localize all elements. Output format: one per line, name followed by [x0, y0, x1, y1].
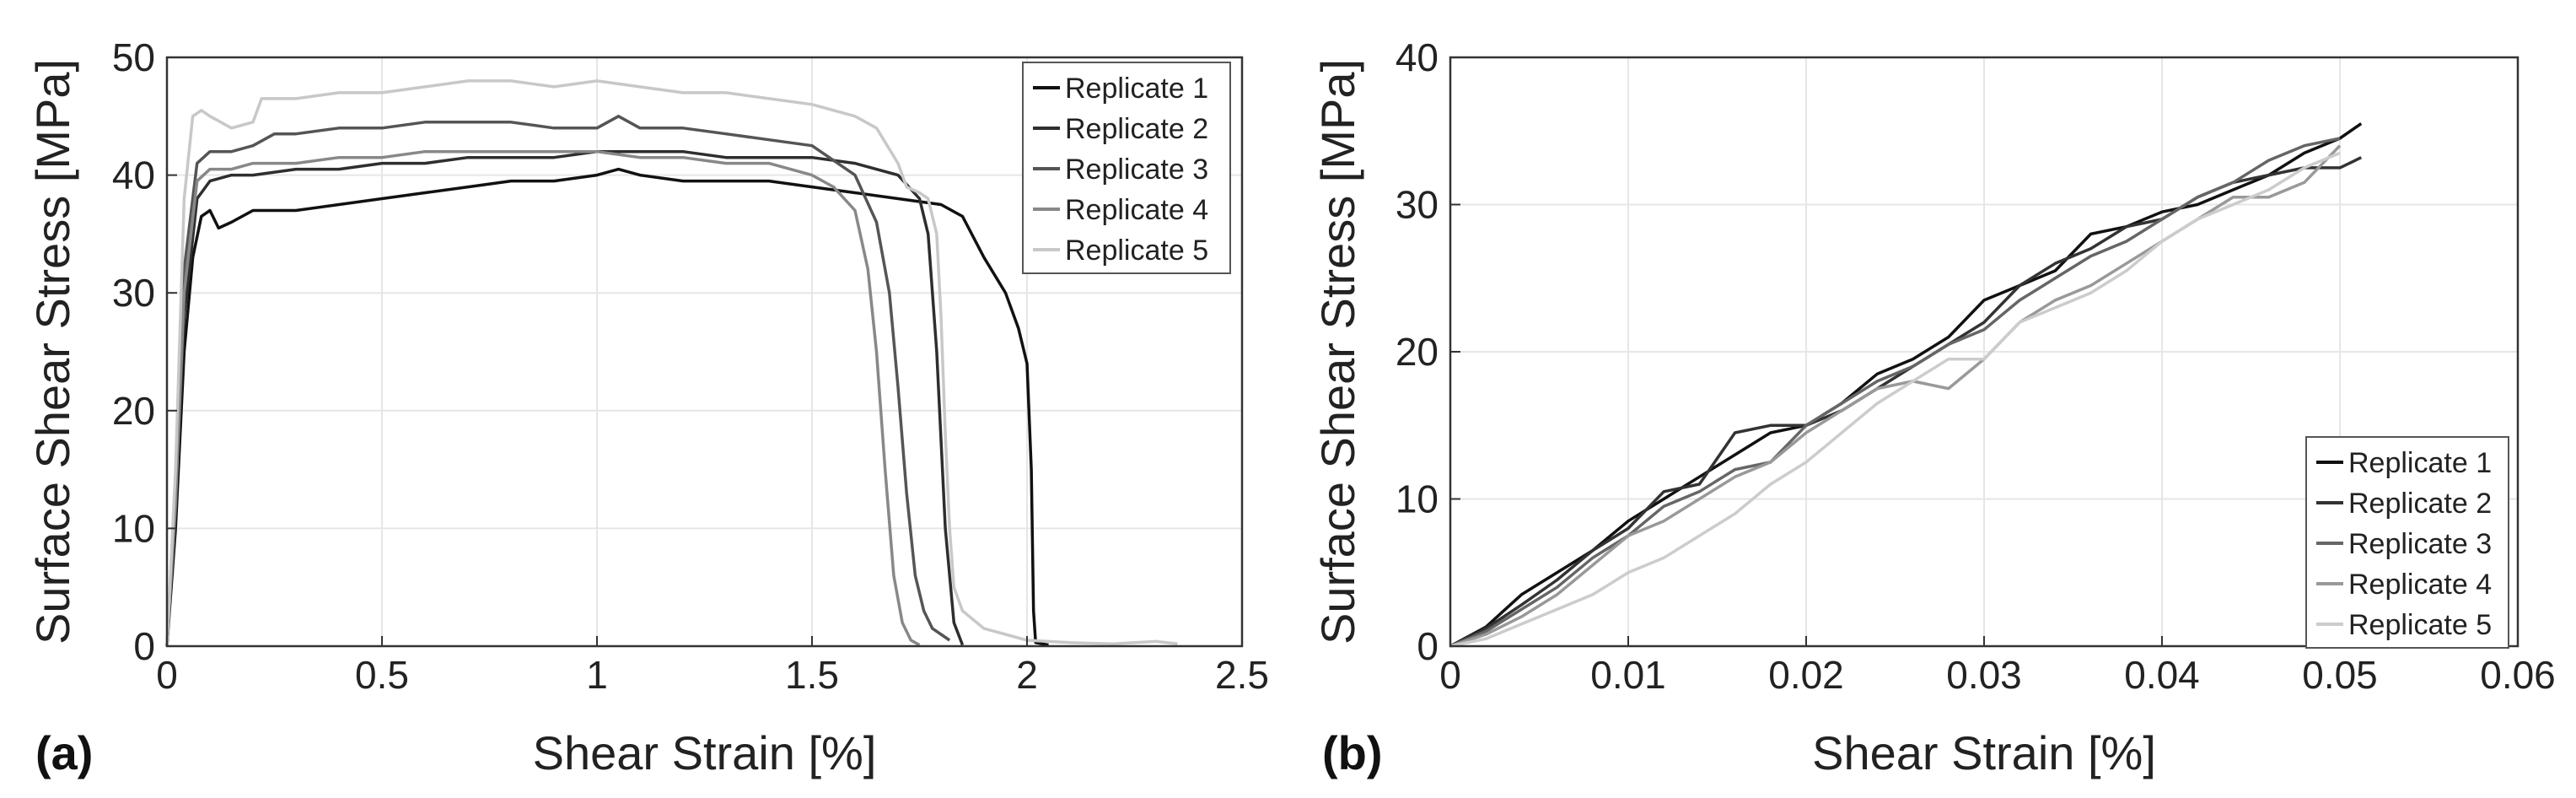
x-tick-label: 1	[586, 653, 608, 697]
legend: Replicate 1 Replicate 2 Replicate 3 Replica…	[2305, 436, 2509, 649]
y-tick-label: 10	[1396, 477, 1439, 521]
legend-entry: Replicate 5	[2348, 609, 2492, 641]
x-tick-label: 0.01	[1590, 653, 1666, 697]
y-tick-label: 40	[112, 154, 155, 197]
x-tick-label: 0.06	[2480, 653, 2556, 697]
series-line-replicate-3	[1449, 137, 2341, 648]
panel-a: 0 0.5 1 1.5 2 2.5 0 10 20 30 40 50 Shear Strain [%] S…	[26, 35, 1269, 779]
series-line-replicate-4	[165, 149, 921, 647]
legend-entry: Replicate 3	[2348, 528, 2492, 560]
series-line-replicate-5	[1449, 151, 2341, 648]
y-tick-label: 10	[112, 506, 155, 550]
y-tick-label: 0	[133, 624, 155, 668]
legend-entry: Replicate 4	[1065, 194, 1208, 226]
x-tick-label: 0	[1439, 653, 1461, 697]
y-axis-label: Surface Shear Stress [MPa]	[1311, 59, 1364, 644]
x-axis-label: Shear Strain [%]	[533, 726, 877, 779]
series-line-replicate-1	[1449, 122, 2363, 648]
legend-entry: Replicate 1	[1065, 73, 1208, 105]
y-tick-label: 0	[1417, 624, 1439, 668]
x-tick-label: 0.02	[1768, 653, 1844, 697]
y-tick-label: 20	[1396, 330, 1439, 374]
y-tick-label: 30	[112, 271, 155, 315]
legend-entry: Replicate 1	[2348, 447, 2492, 479]
series-line-replicate-5	[165, 79, 1178, 647]
legend-entry: Replicate 4	[2348, 569, 2492, 601]
y-tick-label: 40	[1396, 35, 1439, 79]
legend: Replicate 1 Replicate 2 Replicate 3 Replica…	[1022, 62, 1231, 274]
y-tick-label: 50	[112, 35, 155, 79]
axes-frame	[165, 56, 1244, 648]
x-tick-label: 0.03	[1946, 653, 2022, 697]
panel-b: 0 0.01 0.02 0.03 0.04 0.05 0.06 0 10 20 30 40 Shear …	[1311, 35, 2556, 779]
x-tick-label: 2.5	[1215, 653, 1269, 697]
legend-entry: Replicate 5	[1065, 235, 1208, 267]
legend-entry: Replicate 2	[2348, 488, 2492, 520]
x-tick-label: 0.04	[2124, 653, 2200, 697]
x-tick-label: 0.5	[355, 653, 409, 697]
x-axis-label: Shear Strain [%]	[1812, 726, 2156, 779]
series-line-replicate-1	[165, 167, 1049, 647]
y-tick-label: 30	[1396, 183, 1439, 227]
y-tick-label: 20	[112, 389, 155, 433]
x-tick-label: 0.05	[2302, 653, 2378, 697]
series-line-replicate-3	[165, 115, 951, 647]
x-tick-label: 1.5	[785, 653, 839, 697]
legend-entry: Replicate 3	[1065, 154, 1208, 186]
legend-entry: Replicate 2	[1065, 113, 1208, 145]
panel-label: (b)	[1322, 726, 1383, 779]
x-tick-label: 0	[156, 653, 178, 697]
series-line-replicate-2	[165, 149, 965, 647]
x-tick-label: 2	[1016, 653, 1038, 697]
panel-label: (a)	[35, 726, 93, 779]
y-axis-label: Surface Shear Stress [MPa]	[26, 59, 79, 644]
